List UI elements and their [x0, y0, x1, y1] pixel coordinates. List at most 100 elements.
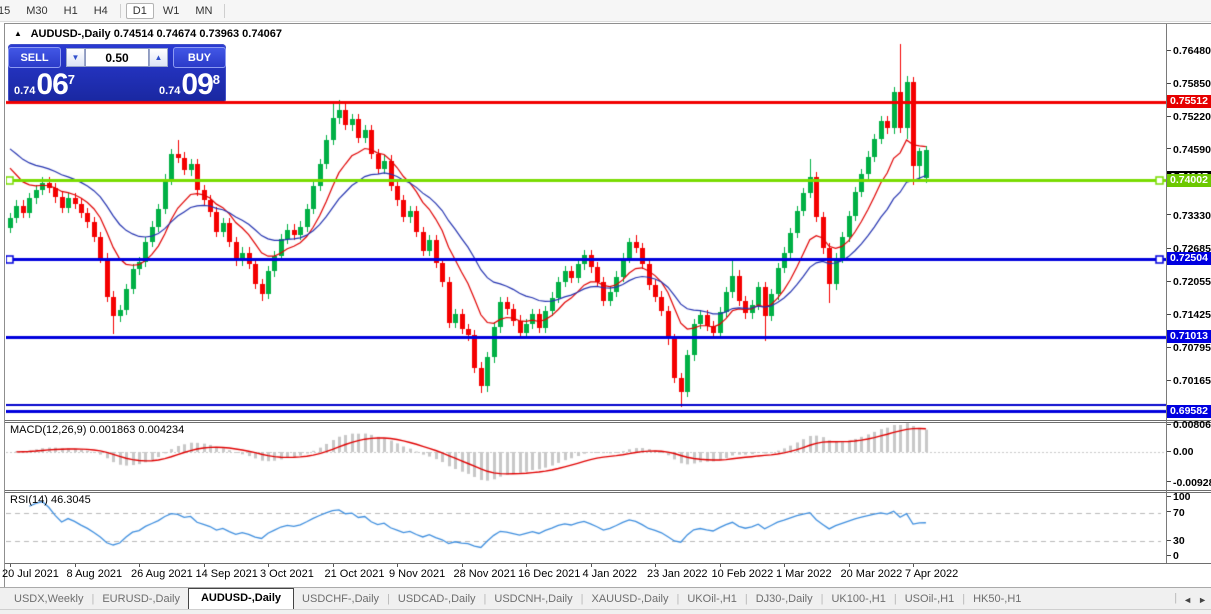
- tick-mark: [1167, 49, 1171, 51]
- rsi-tick-label: 0: [1173, 550, 1179, 562]
- price-chart-canvas[interactable]: [6, 24, 1166, 563]
- tick-mark: [1167, 280, 1171, 282]
- timeframe-button-h4[interactable]: H4: [93, 4, 108, 17]
- price-axis-tick: 0.76480: [1167, 45, 1211, 57]
- rsi-tick-label: 30: [1173, 535, 1185, 548]
- tab-separator: |: [483, 593, 487, 605]
- tab-usoil-h1[interactable]: USOil-,H1: [904, 593, 955, 605]
- date-tick-mark: [720, 564, 721, 567]
- price-axis-tick: 0.75220: [1167, 111, 1211, 123]
- date-tick-mark: [333, 564, 334, 567]
- date-label: 14 Sep 2021: [195, 568, 258, 580]
- tick-mark: [1167, 148, 1171, 150]
- date-tick-mark: [397, 564, 398, 567]
- date-tick-mark: [849, 564, 850, 567]
- price-tick-label: 0.70165: [1173, 374, 1211, 387]
- price-tick-label: 0.72055: [1173, 276, 1211, 289]
- timeframe-button-h1[interactable]: H1: [63, 4, 78, 17]
- date-tick-mark: [462, 564, 463, 567]
- tab-separator: |: [91, 593, 95, 605]
- tab-separator: |: [676, 593, 680, 605]
- timeframe-button-15[interactable]: 15: [0, 4, 11, 17]
- date-label: 20 Mar 2022: [840, 568, 903, 580]
- rsi-axis-tick: 100: [1167, 491, 1211, 503]
- date-label: 8 Aug 2021: [66, 568, 123, 580]
- date-label: 9 Nov 2021: [389, 568, 446, 580]
- date-tick-mark: [784, 564, 785, 567]
- tab-usdcnh-daily[interactable]: USDCNH-,Daily: [494, 593, 573, 605]
- tick-mark: [1167, 481, 1171, 483]
- tab-hk50-h1[interactable]: HK50-,H1: [973, 593, 1022, 605]
- date-label: 7 Apr 2022: [905, 568, 959, 580]
- tab-separator: |: [893, 593, 897, 605]
- date-tick-mark: [913, 564, 914, 567]
- tab-eurusd-daily[interactable]: EURUSD-,Daily: [102, 593, 180, 605]
- price-axis-tick: 0.70165: [1167, 375, 1211, 387]
- price-tick-label: 0.76480: [1173, 45, 1211, 57]
- tick-mark: [1167, 450, 1171, 452]
- tick-mark: [1167, 379, 1171, 381]
- date-tick-mark: [75, 564, 76, 567]
- price-axis-tick: 0.73330: [1167, 210, 1211, 222]
- tick-mark: [1167, 540, 1171, 542]
- support2-price-badge: 0.71013: [1167, 330, 1211, 344]
- date-label: 4 Jan 2022: [582, 568, 637, 580]
- date-tick-mark: [591, 564, 592, 567]
- tab-xauusd-daily[interactable]: XAUUSD-,Daily: [591, 593, 669, 605]
- tick-mark: [1167, 554, 1171, 556]
- price-axis-tick: 0.72055: [1167, 276, 1211, 288]
- green-level-price-badge: 0.74002: [1167, 173, 1211, 187]
- tab-separator: |: [387, 593, 390, 605]
- price-tick-label: 0.73330: [1173, 209, 1211, 222]
- tab-scroll-right-icon[interactable]: ►: [1198, 595, 1207, 605]
- support1-price-badge: 0.72504: [1167, 252, 1211, 266]
- macd-tick-label: 0.00: [1173, 446, 1194, 458]
- tab-audusd-daily[interactable]: AUDUSD-,Daily: [187, 588, 295, 609]
- timeframe-button-w1[interactable]: W1: [162, 4, 180, 17]
- tab-usdx-weekly[interactable]: USDX,Weekly: [14, 593, 84, 605]
- date-tick-mark: [526, 564, 527, 567]
- rsi-tick-label: 100: [1173, 491, 1191, 503]
- tick-mark: [1167, 247, 1171, 249]
- tick-mark: [1167, 511, 1171, 513]
- tick-mark: [1167, 214, 1171, 216]
- tab-separator: |: [580, 593, 584, 605]
- date-tick-mark: [268, 564, 269, 567]
- date-label: 26 Aug 2021: [131, 568, 193, 580]
- pane-separator-rsi[interactable]: [5, 490, 1211, 493]
- macd-indicator-label: MACD(12,26,9) 0.001863 0.004234: [10, 424, 185, 436]
- tab-uk100-h1[interactable]: UK100-,H1: [831, 593, 886, 605]
- macd-tick-label: -0.009286: [1173, 476, 1211, 489]
- timeframe-button-m30[interactable]: M30: [26, 4, 48, 17]
- tick-mark: [1167, 424, 1171, 426]
- macd-axis-tick: 0.008061: [1167, 419, 1211, 431]
- date-label: 21 Oct 2021: [324, 568, 385, 580]
- price-axis-tick: 0.74590: [1167, 144, 1211, 156]
- price-tick-label: 0.71425: [1173, 309, 1211, 322]
- date-tick-mark: [139, 564, 140, 567]
- chart-window-border-left: [4, 23, 5, 609]
- rsi-tick-label: 70: [1173, 506, 1185, 519]
- status-strip: [0, 609, 1211, 614]
- resistance-price-badge: 0.75512: [1167, 95, 1211, 109]
- tick-mark: [1167, 495, 1171, 497]
- timeframe-toolbar: 15 M30 H1 H4 D1 W1 MN: [0, 0, 1211, 22]
- tab-usdchf-daily[interactable]: USDCHF-,Daily: [302, 593, 380, 605]
- macd-tick-label: 0.008061: [1173, 419, 1211, 432]
- tab-ukoil-h1[interactable]: UKOil-,H1: [687, 593, 737, 605]
- tab-usdcad-daily[interactable]: USDCAD-,Daily: [397, 593, 476, 605]
- timeframe-button-mn[interactable]: MN: [195, 4, 213, 17]
- chart-window-border-top: [4, 23, 1211, 24]
- rsi-axis-tick: 30: [1167, 535, 1211, 547]
- tab-scroll-left-icon[interactable]: ◄: [1183, 595, 1193, 605]
- tab-separator: |: [820, 593, 824, 605]
- timeframe-button-d1[interactable]: D1: [125, 2, 154, 19]
- date-tick-mark: [655, 564, 656, 567]
- pane-separator-macd[interactable]: [5, 420, 1211, 423]
- price-tick-label: 0.74590: [1173, 143, 1211, 156]
- macd-axis-tick: 0.00: [1167, 446, 1211, 458]
- tick-mark: [1167, 82, 1171, 84]
- tick-mark: [1167, 313, 1171, 315]
- price-tick-label: 0.75220: [1173, 110, 1211, 123]
- tab-dj30-daily[interactable]: DJ30-,Daily: [755, 593, 813, 605]
